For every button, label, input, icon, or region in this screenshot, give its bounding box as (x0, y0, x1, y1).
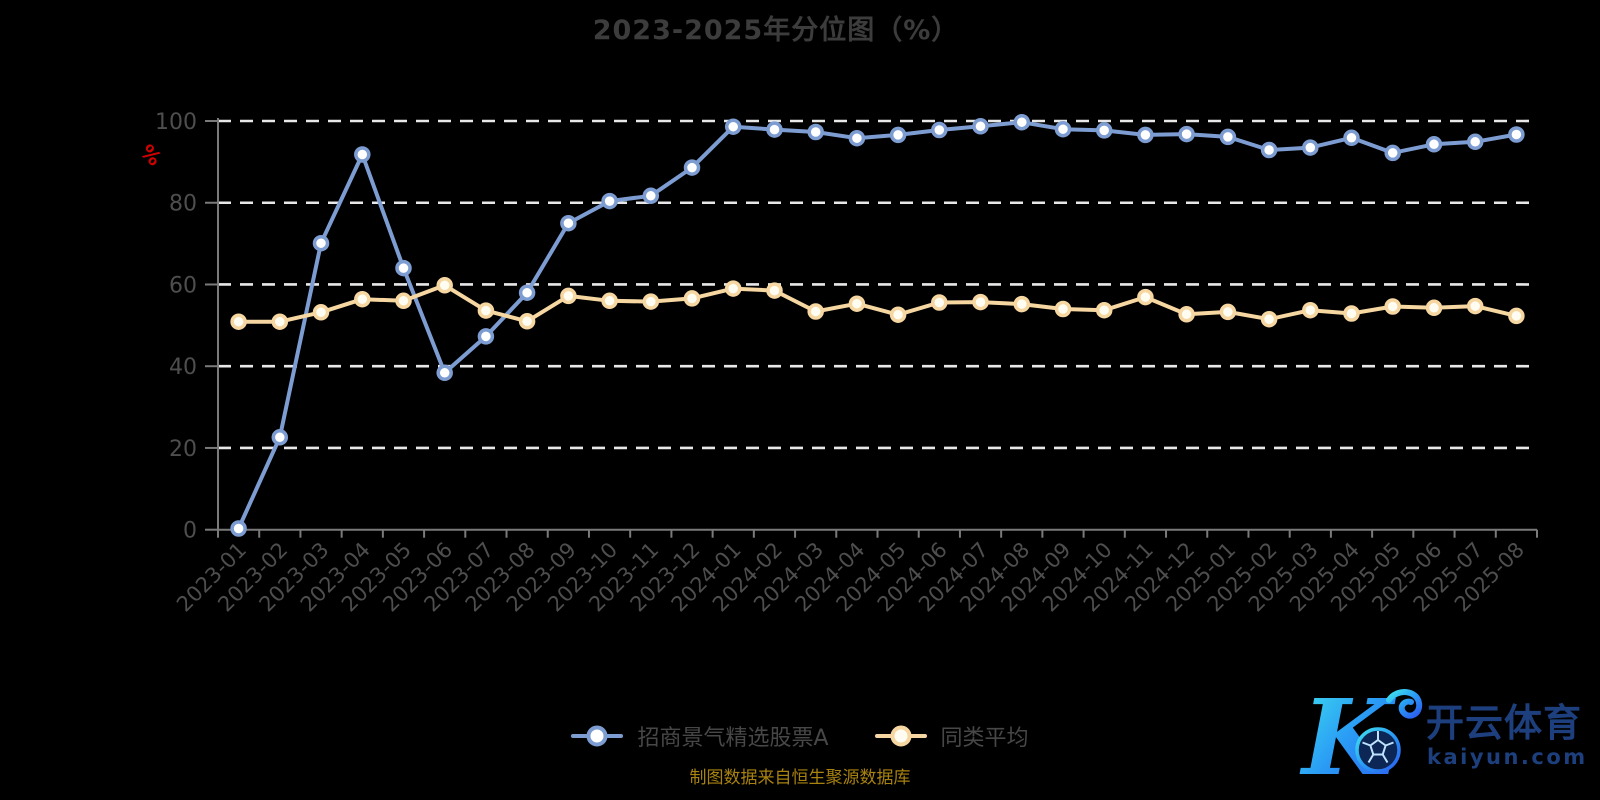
data-point[interactable] (766, 282, 783, 299)
series-line (236, 120, 1519, 531)
data-point[interactable] (436, 364, 453, 382)
average-series-dot-icon (890, 725, 912, 747)
data-point[interactable] (1219, 128, 1237, 146)
data-point[interactable] (683, 159, 701, 176)
data-point[interactable] (1260, 141, 1278, 159)
data-point[interactable] (560, 287, 577, 305)
y-tick-label: 100 (155, 110, 197, 135)
data-point[interactable] (518, 313, 536, 330)
percentile-line-chart: 0204060801002023-012023-022023-032023-04… (155, 110, 1538, 617)
kaiyun-logo[interactable]: K 开云体育 kaiyun.com (1280, 678, 1590, 790)
data-point[interactable] (931, 121, 948, 139)
data-point[interactable] (1302, 301, 1319, 319)
data-point[interactable] (889, 126, 907, 144)
data-point[interactable] (1343, 129, 1360, 147)
legend-label-fund: 招商景气精选股票A (637, 726, 829, 751)
legend-label-average: 同类平均 (940, 726, 1029, 751)
data-point[interactable] (1384, 298, 1401, 315)
legend-item-average[interactable]: 同类平均 (874, 720, 1029, 752)
data-point[interactable] (518, 284, 536, 301)
y-tick-label: 0 (183, 519, 197, 544)
data-point[interactable] (1054, 120, 1072, 138)
legend: 招商景气精选股票A 同类平均 (0, 720, 1600, 752)
data-point[interactable] (766, 121, 783, 138)
y-tick-label: 80 (169, 192, 197, 217)
data-point[interactable] (1137, 126, 1154, 144)
data-point[interactable] (1054, 300, 1072, 318)
data-point[interactable] (724, 118, 742, 135)
logo-brand-text: 开云体育 (1426, 701, 1582, 745)
data-point[interactable] (395, 292, 412, 310)
data-point[interactable] (683, 290, 701, 307)
data-point[interactable] (354, 290, 371, 308)
data-point[interactable] (931, 294, 948, 311)
data-point[interactable] (1013, 295, 1031, 313)
data-point[interactable] (1178, 125, 1195, 143)
page-title: 2023-2025年分位图（%） (592, 15, 960, 46)
data-point[interactable] (601, 292, 618, 310)
data-point[interactable] (1384, 144, 1401, 162)
data-point[interactable] (1466, 133, 1484, 151)
data-point[interactable] (1466, 297, 1484, 315)
data-point[interactable] (848, 295, 866, 312)
y-tick-label: 20 (169, 437, 197, 462)
legend-item-fund[interactable]: 招商景气精选股票A (571, 720, 829, 752)
data-point[interactable] (642, 293, 660, 310)
data-point[interactable] (1178, 306, 1195, 323)
data-point[interactable] (230, 520, 247, 537)
fund-series-marker-icon (571, 725, 624, 747)
logo-domain-text: kaiyun.com (1427, 745, 1588, 769)
data-point[interactable] (312, 234, 330, 252)
data-point[interactable] (395, 259, 412, 277)
data-point[interactable] (972, 293, 989, 311)
data-point[interactable] (642, 187, 660, 205)
data-point[interactable] (807, 303, 824, 320)
y-tick-label: 40 (169, 355, 197, 380)
data-point[interactable] (1219, 303, 1237, 321)
data-point[interactable] (1137, 288, 1154, 306)
data-point[interactable] (1095, 122, 1113, 139)
data-point[interactable] (724, 280, 742, 297)
data-point[interactable] (1425, 299, 1443, 317)
data-point[interactable] (601, 192, 618, 210)
data-point[interactable] (1425, 136, 1443, 153)
data-point[interactable] (230, 313, 247, 330)
data-point[interactable] (848, 129, 866, 147)
data-point[interactable] (1508, 307, 1525, 325)
data-point[interactable] (1508, 126, 1525, 143)
soccer-ball-icon (1355, 727, 1401, 773)
data-point[interactable] (477, 302, 495, 319)
data-point[interactable] (807, 123, 824, 141)
data-point[interactable] (354, 146, 371, 163)
series-line (236, 283, 1519, 324)
average-series-marker-icon (874, 725, 927, 747)
data-point[interactable] (972, 118, 989, 135)
data-source-note: 制图数据来自恒生聚源数据库 (689, 768, 911, 788)
kaiyun-k-mark-icon: K (1299, 678, 1423, 790)
data-point[interactable] (1260, 310, 1278, 328)
data-point[interactable] (1343, 305, 1360, 322)
data-point[interactable] (271, 429, 289, 446)
data-point[interactable] (560, 214, 577, 232)
data-point[interactable] (889, 306, 907, 323)
y-tick-label: 60 (169, 273, 197, 298)
data-point[interactable] (477, 328, 495, 345)
data-point[interactable] (1013, 113, 1031, 131)
data-point[interactable] (1095, 301, 1113, 319)
fund-series-dot-icon (586, 725, 608, 747)
data-point[interactable] (271, 313, 289, 330)
data-point[interactable] (1302, 139, 1319, 156)
data-point[interactable] (436, 277, 453, 294)
data-point[interactable] (312, 304, 330, 321)
